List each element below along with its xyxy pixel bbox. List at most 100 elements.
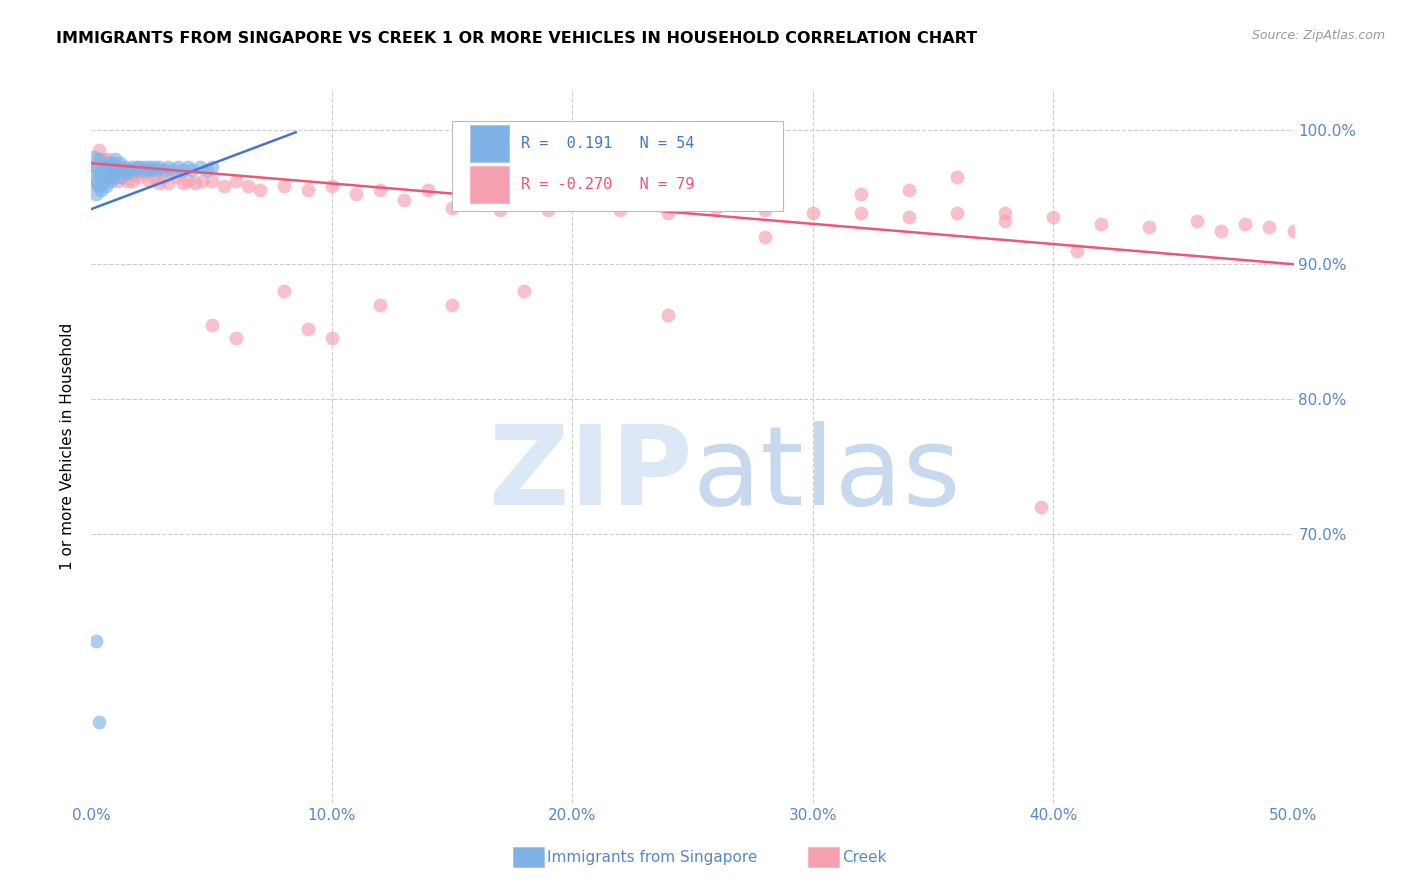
Point	[134, 166, 156, 180]
Point	[489, 203, 512, 218]
Point	[148, 177, 170, 191]
Point	[110, 169, 132, 184]
Point	[134, 161, 156, 175]
Point	[440, 298, 463, 312]
Point	[87, 714, 110, 729]
Text: R =  0.191   N = 54: R = 0.191 N = 54	[520, 136, 695, 151]
Point	[131, 163, 153, 178]
Point	[114, 163, 136, 178]
Point	[125, 161, 148, 175]
Point	[537, 203, 560, 218]
Point	[849, 206, 872, 220]
Point	[152, 169, 174, 184]
Point	[94, 166, 117, 180]
Point	[107, 174, 129, 188]
Point	[94, 179, 117, 194]
Point	[117, 174, 139, 188]
Point	[124, 163, 146, 178]
Point	[201, 161, 224, 175]
Point	[118, 163, 141, 178]
Point	[111, 163, 134, 178]
Point	[104, 166, 127, 180]
Point	[321, 331, 343, 345]
Point	[101, 156, 124, 170]
Point	[124, 163, 146, 178]
Point	[100, 174, 122, 188]
Point	[801, 206, 824, 220]
Point	[83, 149, 105, 163]
Point	[93, 161, 115, 175]
Point	[195, 163, 218, 178]
Point	[87, 179, 110, 194]
Point	[104, 166, 127, 180]
Point	[83, 163, 105, 178]
Point	[236, 179, 259, 194]
Point	[297, 183, 319, 197]
Point	[118, 166, 141, 180]
Point	[111, 169, 134, 184]
Text: atlas: atlas	[692, 421, 960, 528]
Point	[84, 161, 107, 175]
Point	[201, 318, 224, 332]
Point	[87, 166, 110, 180]
Point	[191, 174, 214, 188]
FancyBboxPatch shape	[451, 121, 783, 211]
Point	[1187, 214, 1209, 228]
Point	[368, 298, 391, 312]
Point	[148, 161, 170, 175]
Point	[87, 143, 110, 157]
Point	[181, 163, 204, 178]
Point	[142, 169, 165, 184]
Point	[1258, 219, 1281, 234]
Point	[104, 152, 127, 166]
Point	[141, 163, 163, 178]
Point	[121, 174, 143, 188]
Point	[297, 322, 319, 336]
Point	[167, 161, 190, 175]
Point	[97, 152, 120, 166]
Point	[97, 156, 120, 170]
Point	[165, 169, 187, 184]
Point	[188, 161, 211, 175]
Point	[201, 174, 224, 188]
Point	[172, 163, 194, 178]
Point	[114, 161, 136, 175]
Point	[212, 179, 235, 194]
Point	[1282, 223, 1305, 237]
Point	[128, 169, 150, 184]
Point	[561, 196, 583, 211]
Point	[110, 156, 132, 170]
Text: R = -0.270   N = 79: R = -0.270 N = 79	[520, 177, 695, 192]
Point	[225, 331, 247, 345]
Point	[87, 152, 110, 166]
Point	[392, 193, 415, 207]
Point	[609, 203, 631, 218]
Point	[162, 163, 184, 178]
Point	[142, 161, 165, 175]
Point	[657, 206, 679, 220]
Point	[1066, 244, 1088, 258]
Point	[176, 161, 198, 175]
Point	[344, 187, 367, 202]
Point	[138, 174, 160, 188]
Point	[754, 230, 776, 244]
Point	[121, 161, 143, 175]
Point	[273, 284, 295, 298]
Point	[225, 174, 247, 188]
Point	[172, 177, 194, 191]
Point	[1234, 217, 1257, 231]
Point	[152, 163, 174, 178]
Point	[117, 166, 139, 180]
Point	[138, 161, 160, 175]
Point	[110, 161, 132, 175]
Point	[93, 152, 115, 166]
Point	[90, 183, 112, 197]
Point	[93, 177, 115, 191]
Point	[128, 161, 150, 175]
Text: Immigrants from Singapore: Immigrants from Singapore	[547, 850, 758, 864]
Point	[100, 169, 122, 184]
FancyBboxPatch shape	[470, 125, 509, 162]
Point	[994, 206, 1017, 220]
Point	[273, 179, 295, 194]
Point	[321, 179, 343, 194]
